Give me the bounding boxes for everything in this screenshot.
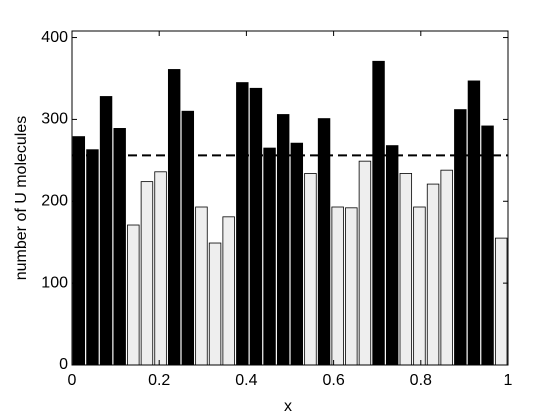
bar xyxy=(426,183,440,366)
bar xyxy=(99,96,113,366)
bar xyxy=(208,242,222,366)
y-tick-label: 100 xyxy=(41,274,68,291)
bar xyxy=(154,171,167,366)
bar xyxy=(399,173,413,366)
y-tick-label: 0 xyxy=(59,356,68,373)
bar xyxy=(86,149,99,366)
x-tick-label: 0 xyxy=(68,372,77,389)
bar xyxy=(454,109,467,366)
bar xyxy=(494,237,508,366)
bar xyxy=(263,147,276,366)
bar xyxy=(195,206,208,366)
bar xyxy=(481,125,494,366)
bar xyxy=(276,114,290,366)
x-tick-label: 0.8 xyxy=(410,372,432,389)
bar xyxy=(331,206,344,366)
bar xyxy=(372,60,385,366)
bar xyxy=(413,206,426,366)
bar xyxy=(249,87,263,366)
y-tick-label: 200 xyxy=(41,192,68,209)
bar xyxy=(236,82,249,366)
bar xyxy=(385,145,399,366)
x-tick-label: 0.2 xyxy=(148,372,170,389)
bar xyxy=(290,142,304,366)
bar xyxy=(113,128,126,366)
y-tick-label: 400 xyxy=(41,29,68,46)
bar xyxy=(127,224,140,366)
bar xyxy=(181,110,195,366)
bar xyxy=(167,69,181,366)
bar xyxy=(304,173,317,366)
bar xyxy=(345,207,358,366)
y-tick-label: 300 xyxy=(41,111,68,128)
y-axis-label: number of U molecules xyxy=(13,116,30,281)
x-axis-label: x xyxy=(284,398,292,415)
x-tick-label: 0.4 xyxy=(235,372,257,389)
x-tick-label: 0.6 xyxy=(322,372,344,389)
bar xyxy=(358,160,372,366)
bar xyxy=(440,169,453,366)
axes-box xyxy=(71,30,509,366)
bar xyxy=(72,136,86,366)
x-tick-label: 1 xyxy=(504,372,513,389)
bar xyxy=(467,80,481,366)
bar xyxy=(222,216,235,366)
bar xyxy=(140,181,154,366)
